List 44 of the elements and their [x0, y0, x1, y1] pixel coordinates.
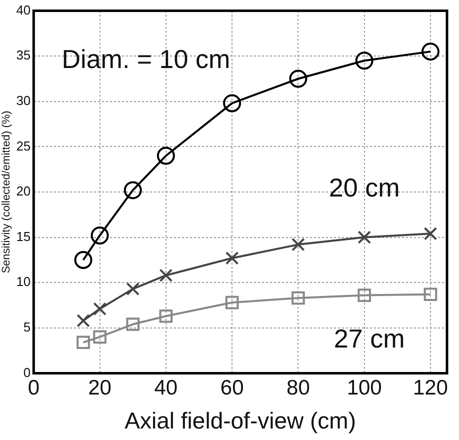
point	[93, 302, 106, 316]
series-label: 20 cm	[328, 172, 400, 202]
point	[156, 146, 175, 165]
point	[124, 181, 142, 200]
x-tick-label: 40	[154, 376, 178, 400]
x-tick-label: 120	[412, 376, 448, 400]
point	[159, 309, 173, 323]
point	[421, 42, 440, 61]
point	[159, 268, 173, 282]
point	[225, 296, 239, 310]
y-tick-label: 40	[16, 2, 31, 18]
x-tick-label: 80	[286, 376, 310, 400]
point	[424, 288, 438, 302]
x-tick-label: 20	[88, 376, 112, 400]
series-label: Diam. = 10 cm	[62, 44, 230, 74]
point	[292, 238, 305, 252]
point	[90, 226, 109, 244]
point	[358, 288, 371, 302]
y-tick-label: 15	[16, 228, 31, 244]
point	[223, 94, 242, 112]
point	[76, 314, 90, 328]
point	[225, 251, 239, 265]
y-tick-label: 30	[16, 92, 31, 108]
point	[355, 52, 374, 70]
point	[93, 330, 106, 344]
y-tick-label: 5	[23, 319, 31, 334]
y-tick-label: 25	[16, 138, 31, 154]
point	[358, 230, 371, 244]
point	[424, 227, 438, 240]
y-axis-title: Sensitivity (collected/emitted) (%)	[0, 110, 13, 274]
point	[74, 250, 92, 269]
y-tick-label: 35	[16, 48, 31, 63]
y-tick-label: 0	[23, 364, 31, 380]
point	[292, 291, 305, 305]
point	[126, 282, 140, 296]
y-tick-label: 20	[16, 184, 31, 199]
series-label: 27 cm	[334, 323, 405, 354]
point	[289, 70, 308, 88]
x-axis-title: Axial field-of-view (cm)	[124, 408, 356, 434]
x-tick-label: 60	[220, 376, 244, 400]
x-tick-label: 100	[346, 376, 382, 400]
y-tick-label: 10	[16, 274, 31, 290]
point	[126, 318, 140, 331]
point	[76, 336, 90, 350]
